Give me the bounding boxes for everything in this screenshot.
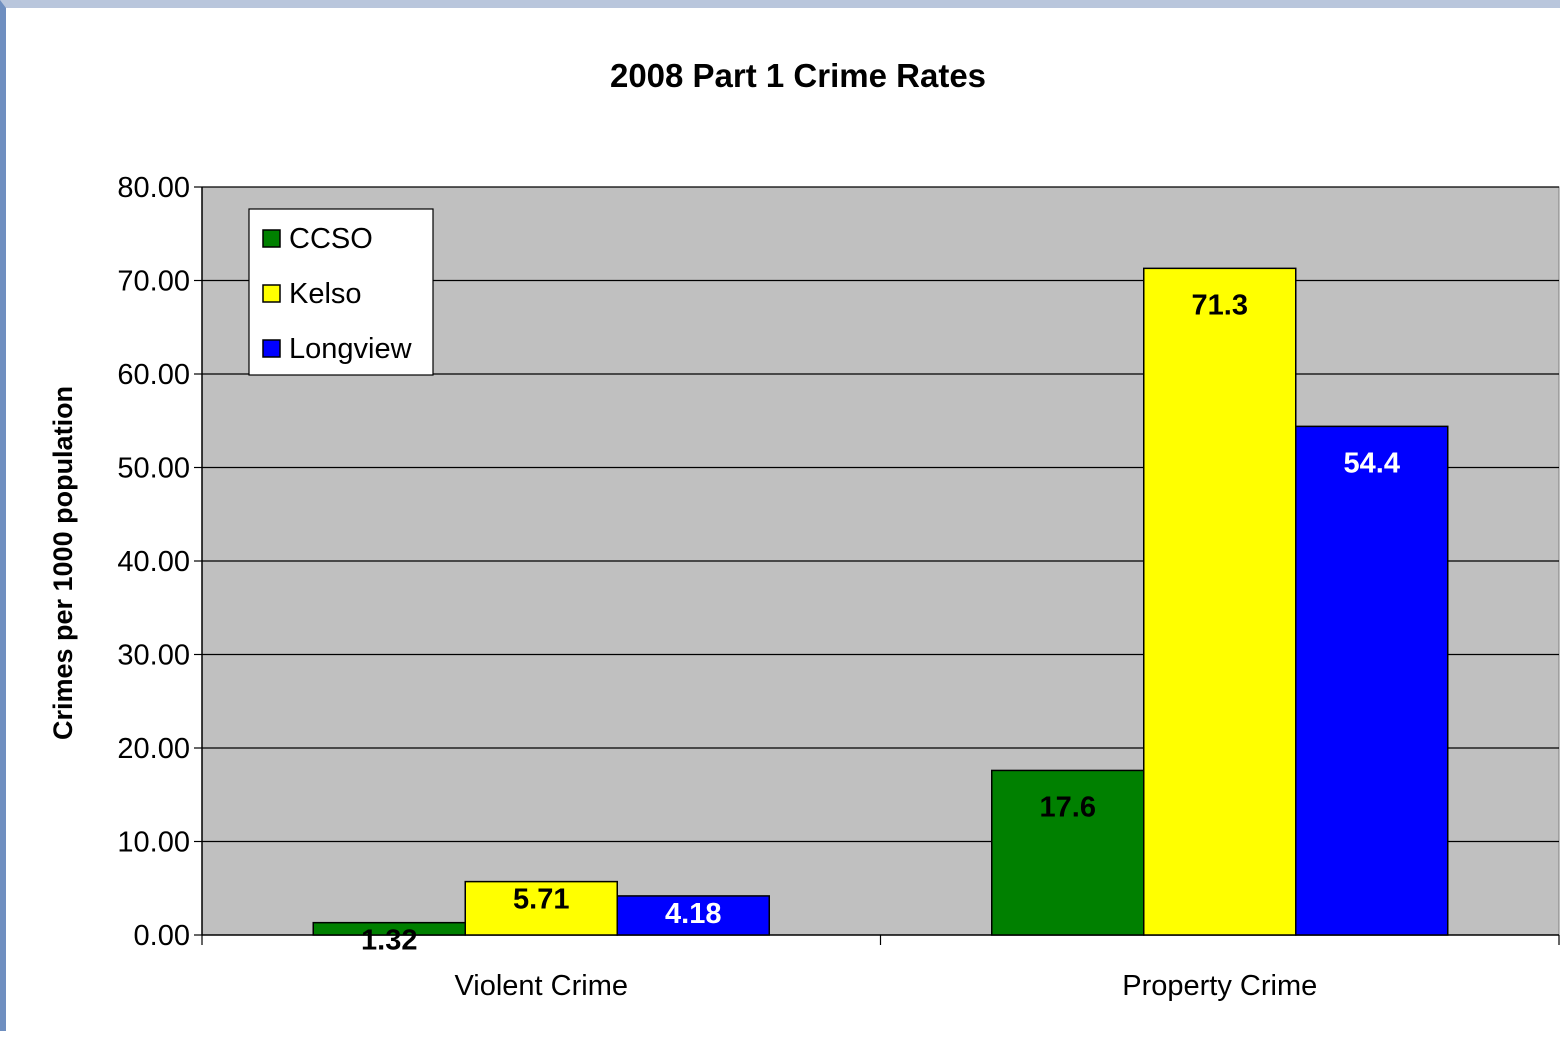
y-tick-label: 10.00 xyxy=(117,827,190,859)
x-category-label: Property Crime xyxy=(1122,970,1317,1002)
y-tick-label: 30.00 xyxy=(117,640,190,672)
legend-swatch-longview xyxy=(262,339,281,358)
data-label: 71.3 xyxy=(1192,289,1248,321)
y-tick-label: 40.00 xyxy=(117,546,190,578)
bar-kelso xyxy=(1143,267,1297,936)
legend-label-ccso: CCSO xyxy=(289,223,373,255)
y-tick-label: 50.00 xyxy=(117,453,190,485)
bar-longview xyxy=(616,895,770,936)
data-label: 4.18 xyxy=(665,898,721,930)
legend-swatch-kelso xyxy=(262,284,281,303)
data-label: 1.32 xyxy=(361,925,417,957)
y-tick-label: 0.00 xyxy=(134,920,190,952)
legend-label-longview: Longview xyxy=(289,333,413,365)
y-axis-label: Crimes per 1000 population xyxy=(48,386,78,740)
data-label: 5.71 xyxy=(513,884,569,916)
bar-kelso xyxy=(464,880,618,936)
bar-ccso xyxy=(991,769,1145,936)
y-tick-label: 20.00 xyxy=(117,733,190,765)
plot-area: 0.00 10.00 20.00 30.00 40.00 50.00 60.00 70.00 8… xyxy=(117,172,1560,1002)
y-tick-label: 70.00 xyxy=(117,266,190,298)
data-label: 17.6 xyxy=(1040,791,1096,823)
legend-label-kelso: Kelso xyxy=(289,278,362,310)
chart-title: 2008 Part 1 Crime Rates xyxy=(610,57,986,94)
y-tick-label: 80.00 xyxy=(117,172,190,204)
x-category-label: Violent Crime xyxy=(454,970,628,1002)
data-label: 54.4 xyxy=(1344,447,1400,479)
chart: 2008 Part 1 Crime Rates Crimes per 1000 … xyxy=(48,57,1560,1002)
legend: CCSO Kelso Longview xyxy=(248,208,434,376)
y-tick-label: 60.00 xyxy=(117,359,190,391)
bar-longview xyxy=(1295,425,1449,936)
legend-swatch-ccso xyxy=(262,229,281,248)
